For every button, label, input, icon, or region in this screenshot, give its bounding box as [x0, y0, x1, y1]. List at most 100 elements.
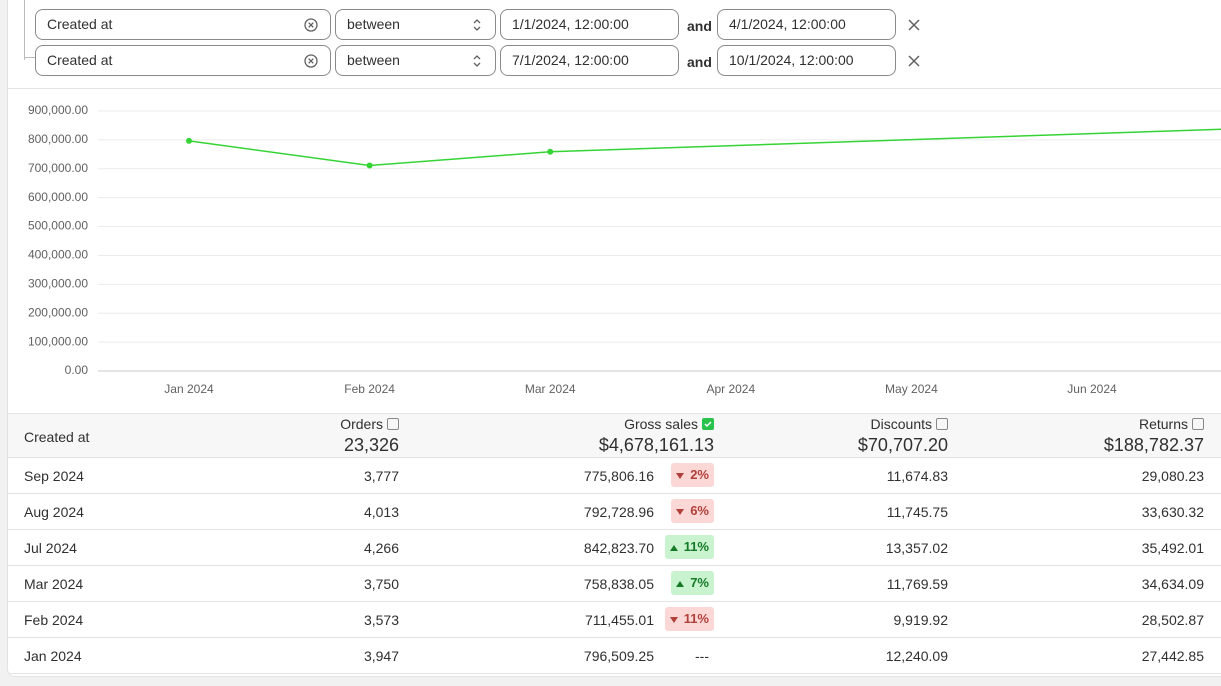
x-tick-label: Feb 2024	[344, 382, 395, 396]
cell-value: 758,838.05	[583, 576, 654, 592]
cell-value: 11,745.75	[886, 504, 948, 520]
cell-value: 27,442.85	[1141, 648, 1204, 664]
x-tick-label: Jun 2024	[1067, 382, 1117, 396]
plot	[186, 128, 1221, 169]
column-header: Created at	[24, 429, 90, 445]
row-label: Sep 2024	[24, 468, 84, 484]
cell-value: 796,509.25	[583, 648, 654, 664]
row-label: Mar 2024	[24, 576, 84, 592]
y-tick-label: 0.00	[65, 363, 89, 377]
row-label: Feb 2024	[24, 612, 84, 628]
column-header: Discounts	[871, 416, 948, 432]
y-tick-label: 500,000.00	[28, 219, 88, 233]
to-input[interactable]: 10/1/2024, 12:00:00	[717, 45, 896, 76]
cell-value: 11,769.59	[886, 576, 948, 592]
x-tick-label: Mar 2024	[525, 382, 576, 396]
column-total: $70,707.20	[857, 435, 948, 455]
table-row: Jul 2024 4,266 842,823.70 11% 13,357.02 35,49…	[8, 530, 1221, 566]
chart: 0.00 100,000.00 200,000.00 300,000.00 400,00…	[8, 88, 1221, 396]
data-point	[186, 137, 192, 144]
y-tick-label: 400,000.00	[28, 248, 88, 262]
table-row: Jan 2024 3,947 796,509.25 --- 12,240.09 27,44…	[8, 638, 1221, 674]
cell-value: 711,455.01	[584, 612, 654, 628]
clear-icon	[304, 54, 318, 68]
cell-value: 12,240.09	[885, 648, 948, 664]
cell-value: 28,502.87	[1141, 612, 1204, 628]
column-checkbox[interactable]	[936, 418, 948, 430]
column-total: 23,326	[343, 435, 399, 455]
field-label: Created at	[47, 52, 113, 68]
cell-value: 3,750	[363, 576, 399, 592]
change-label: 11%	[683, 611, 709, 626]
from-input[interactable]: 1/1/2024, 12:00:00	[500, 9, 679, 40]
x-tick-label: Jan 2024	[164, 382, 214, 396]
column-header: Gross sales	[624, 416, 714, 432]
cell-value: 3,573	[363, 612, 399, 628]
change-arrow	[669, 616, 678, 623]
column-name: Gross sales	[624, 416, 698, 432]
x-tick-label: Apr 2024	[706, 382, 755, 396]
column-header: Orders	[340, 416, 399, 432]
from-input[interactable]: 7/1/2024, 12:00:00	[500, 45, 679, 76]
column-name: Discounts	[870, 416, 932, 432]
change-label: 6%	[690, 503, 709, 518]
cell-value: 4,266	[363, 540, 399, 556]
cell-value: 29,080.23	[1141, 468, 1204, 484]
chevron-icon	[473, 55, 481, 67]
cell-value: 11,674.83	[886, 468, 948, 484]
cell-value: 792,728.96	[583, 504, 654, 520]
from-value: 1/1/2024, 12:00:00	[512, 16, 629, 32]
table-row: Feb 2024 3,573 711,455.01 11% 9,919.92 28,502…	[8, 602, 1221, 638]
line-segment	[369, 151, 551, 167]
data-point	[366, 162, 373, 169]
data-point	[547, 148, 554, 155]
to-input[interactable]: 4/1/2024, 12:00:00	[717, 9, 896, 40]
field-select[interactable]: Created at	[35, 9, 331, 40]
report-panel: Created at between 1/1/2024, 12:00:00 and 4/…	[7, 0, 1221, 677]
table-row: Aug 2024 4,013 792,728.96 6% 11,745.75 33,630…	[8, 494, 1221, 530]
filter-row: Created at between 7/1/2024, 12:00:00 and 10…	[8, 45, 1221, 76]
joiner: and	[687, 54, 712, 70]
y-tick-label: 100,000.00	[28, 334, 88, 348]
change-badge: 2%	[671, 463, 714, 487]
column-checkbox[interactable]	[1192, 418, 1204, 430]
cell-value: 35,492.01	[1141, 540, 1204, 556]
operator-select[interactable]: between	[335, 9, 496, 40]
change-label: 11%	[683, 539, 709, 554]
column-checkbox[interactable]	[702, 418, 714, 430]
joiner: and	[687, 18, 712, 34]
cell-value: 4,013	[363, 504, 399, 520]
x-tick-label: May 2024	[885, 382, 938, 396]
to-value: 4/1/2024, 12:00:00	[729, 16, 846, 32]
row-label: Aug 2024	[24, 504, 84, 520]
column-checkbox[interactable]	[387, 418, 399, 430]
y-tick-label: 900,000.00	[28, 103, 88, 117]
cell-value: 34,634.09	[1141, 576, 1204, 592]
change-badge: 11%	[664, 535, 714, 559]
field-select[interactable]: Created at	[35, 45, 331, 76]
column-name: Returns	[1138, 416, 1188, 432]
y-tick-label: 600,000.00	[28, 190, 88, 204]
change-badge: 6%	[671, 499, 714, 523]
table-row: Sep 2024 3,777 775,806.16 2% 11,674.83 29,080…	[8, 458, 1221, 494]
remove-icon	[908, 19, 920, 31]
change-arrow	[676, 472, 685, 479]
cell-value: 9,919.92	[893, 612, 949, 628]
column-total: $4,678,161.13	[598, 435, 714, 455]
operator-select[interactable]: between	[335, 45, 496, 76]
change-arrow	[669, 544, 678, 551]
y-tick-label: 700,000.00	[28, 161, 88, 175]
operator-label: between	[347, 16, 400, 32]
row-label: Jul 2024	[24, 540, 77, 556]
cell-value: 775,806.16	[583, 468, 654, 484]
table-header: Created at Orders 23,326 Gross sales $4,678,…	[8, 413, 1221, 458]
operator-label: between	[347, 52, 400, 68]
field-label: Created at	[47, 16, 113, 32]
column-total: $188,782.37	[1103, 435, 1204, 455]
tree-connector	[24, 0, 35, 60]
remove-icon	[908, 55, 920, 67]
to-value: 10/1/2024, 12:00:00	[729, 52, 854, 68]
change-arrow	[676, 580, 685, 587]
